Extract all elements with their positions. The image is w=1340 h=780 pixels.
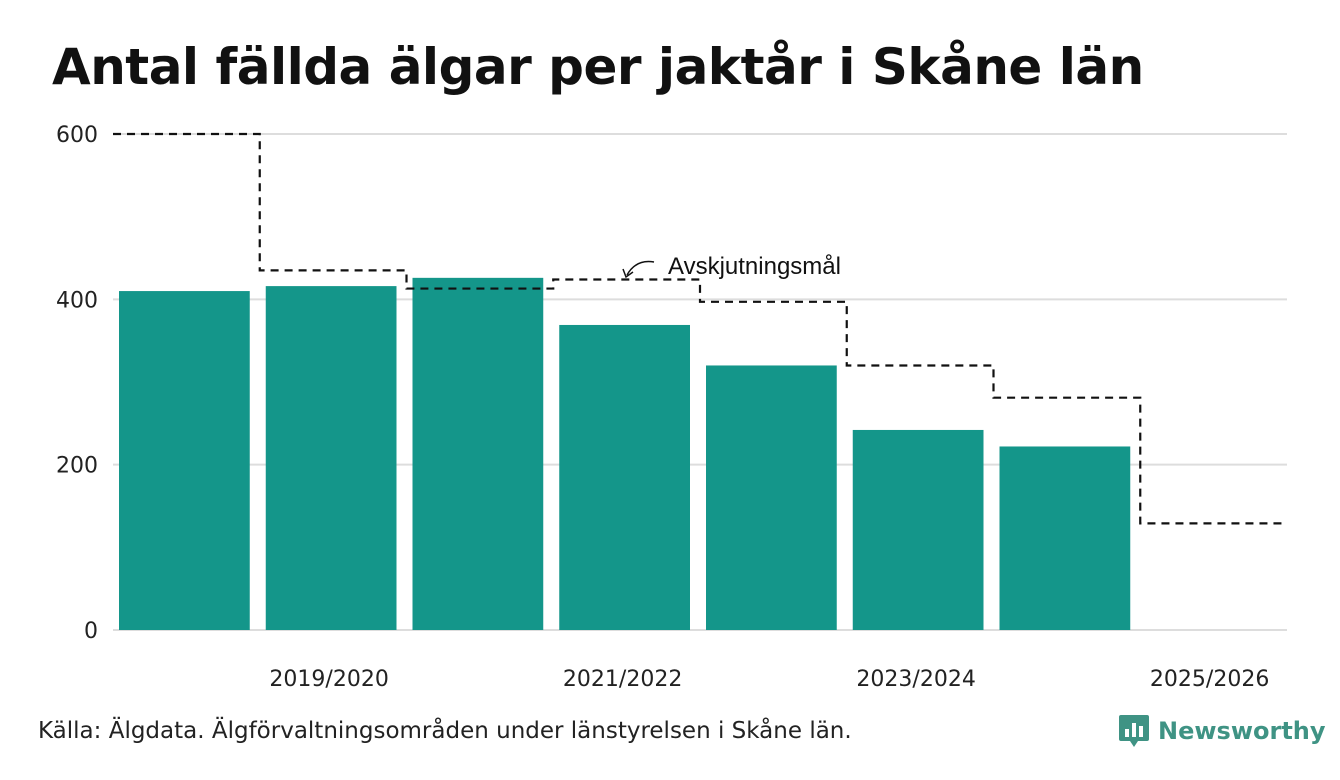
bar: [852, 429, 984, 630]
x-tick-label: 2023/2024: [856, 667, 975, 692]
y-tick-label: 400: [56, 288, 98, 313]
bar: [559, 324, 690, 630]
annotation-arrow: [626, 260, 655, 276]
bar: [412, 277, 544, 630]
x-tick-label: 2021/2022: [563, 667, 682, 692]
annotation-arrowhead: [622, 268, 634, 279]
bar: [265, 286, 397, 630]
brand-name: Newsworthy: [1158, 717, 1326, 745]
bar: [999, 446, 1131, 630]
x-tick-label: 2019/2020: [269, 667, 388, 692]
bars: [119, 277, 1131, 630]
target-line: [113, 132, 1287, 525]
newsworthy-logo-icon: [1119, 715, 1149, 747]
target-annotation: Avskjutningsmål: [622, 253, 841, 280]
y-axis-ticks: 0 200 400 600: [56, 123, 98, 644]
bar: [119, 291, 250, 630]
chart-title: Antal fällda älgar per jaktår i Skåne lä…: [52, 38, 1144, 96]
bar: [706, 365, 837, 630]
target-annotation-label: Avskjutningsmål: [668, 253, 841, 280]
y-tick-label: 200: [56, 454, 98, 479]
y-tick-label: 600: [56, 123, 98, 148]
target-step-line: [113, 132, 1287, 525]
x-axis-ticks: 2019/2020 2021/2022 2023/2024 2025/2026: [269, 667, 1269, 692]
source-note: Källa: Älgdata. Älgförvaltningsområden u…: [38, 718, 852, 744]
x-tick-label: 2025/2026: [1150, 667, 1269, 692]
y-tick-label: 0: [84, 619, 98, 644]
brand: Newsworthy: [1118, 714, 1326, 748]
